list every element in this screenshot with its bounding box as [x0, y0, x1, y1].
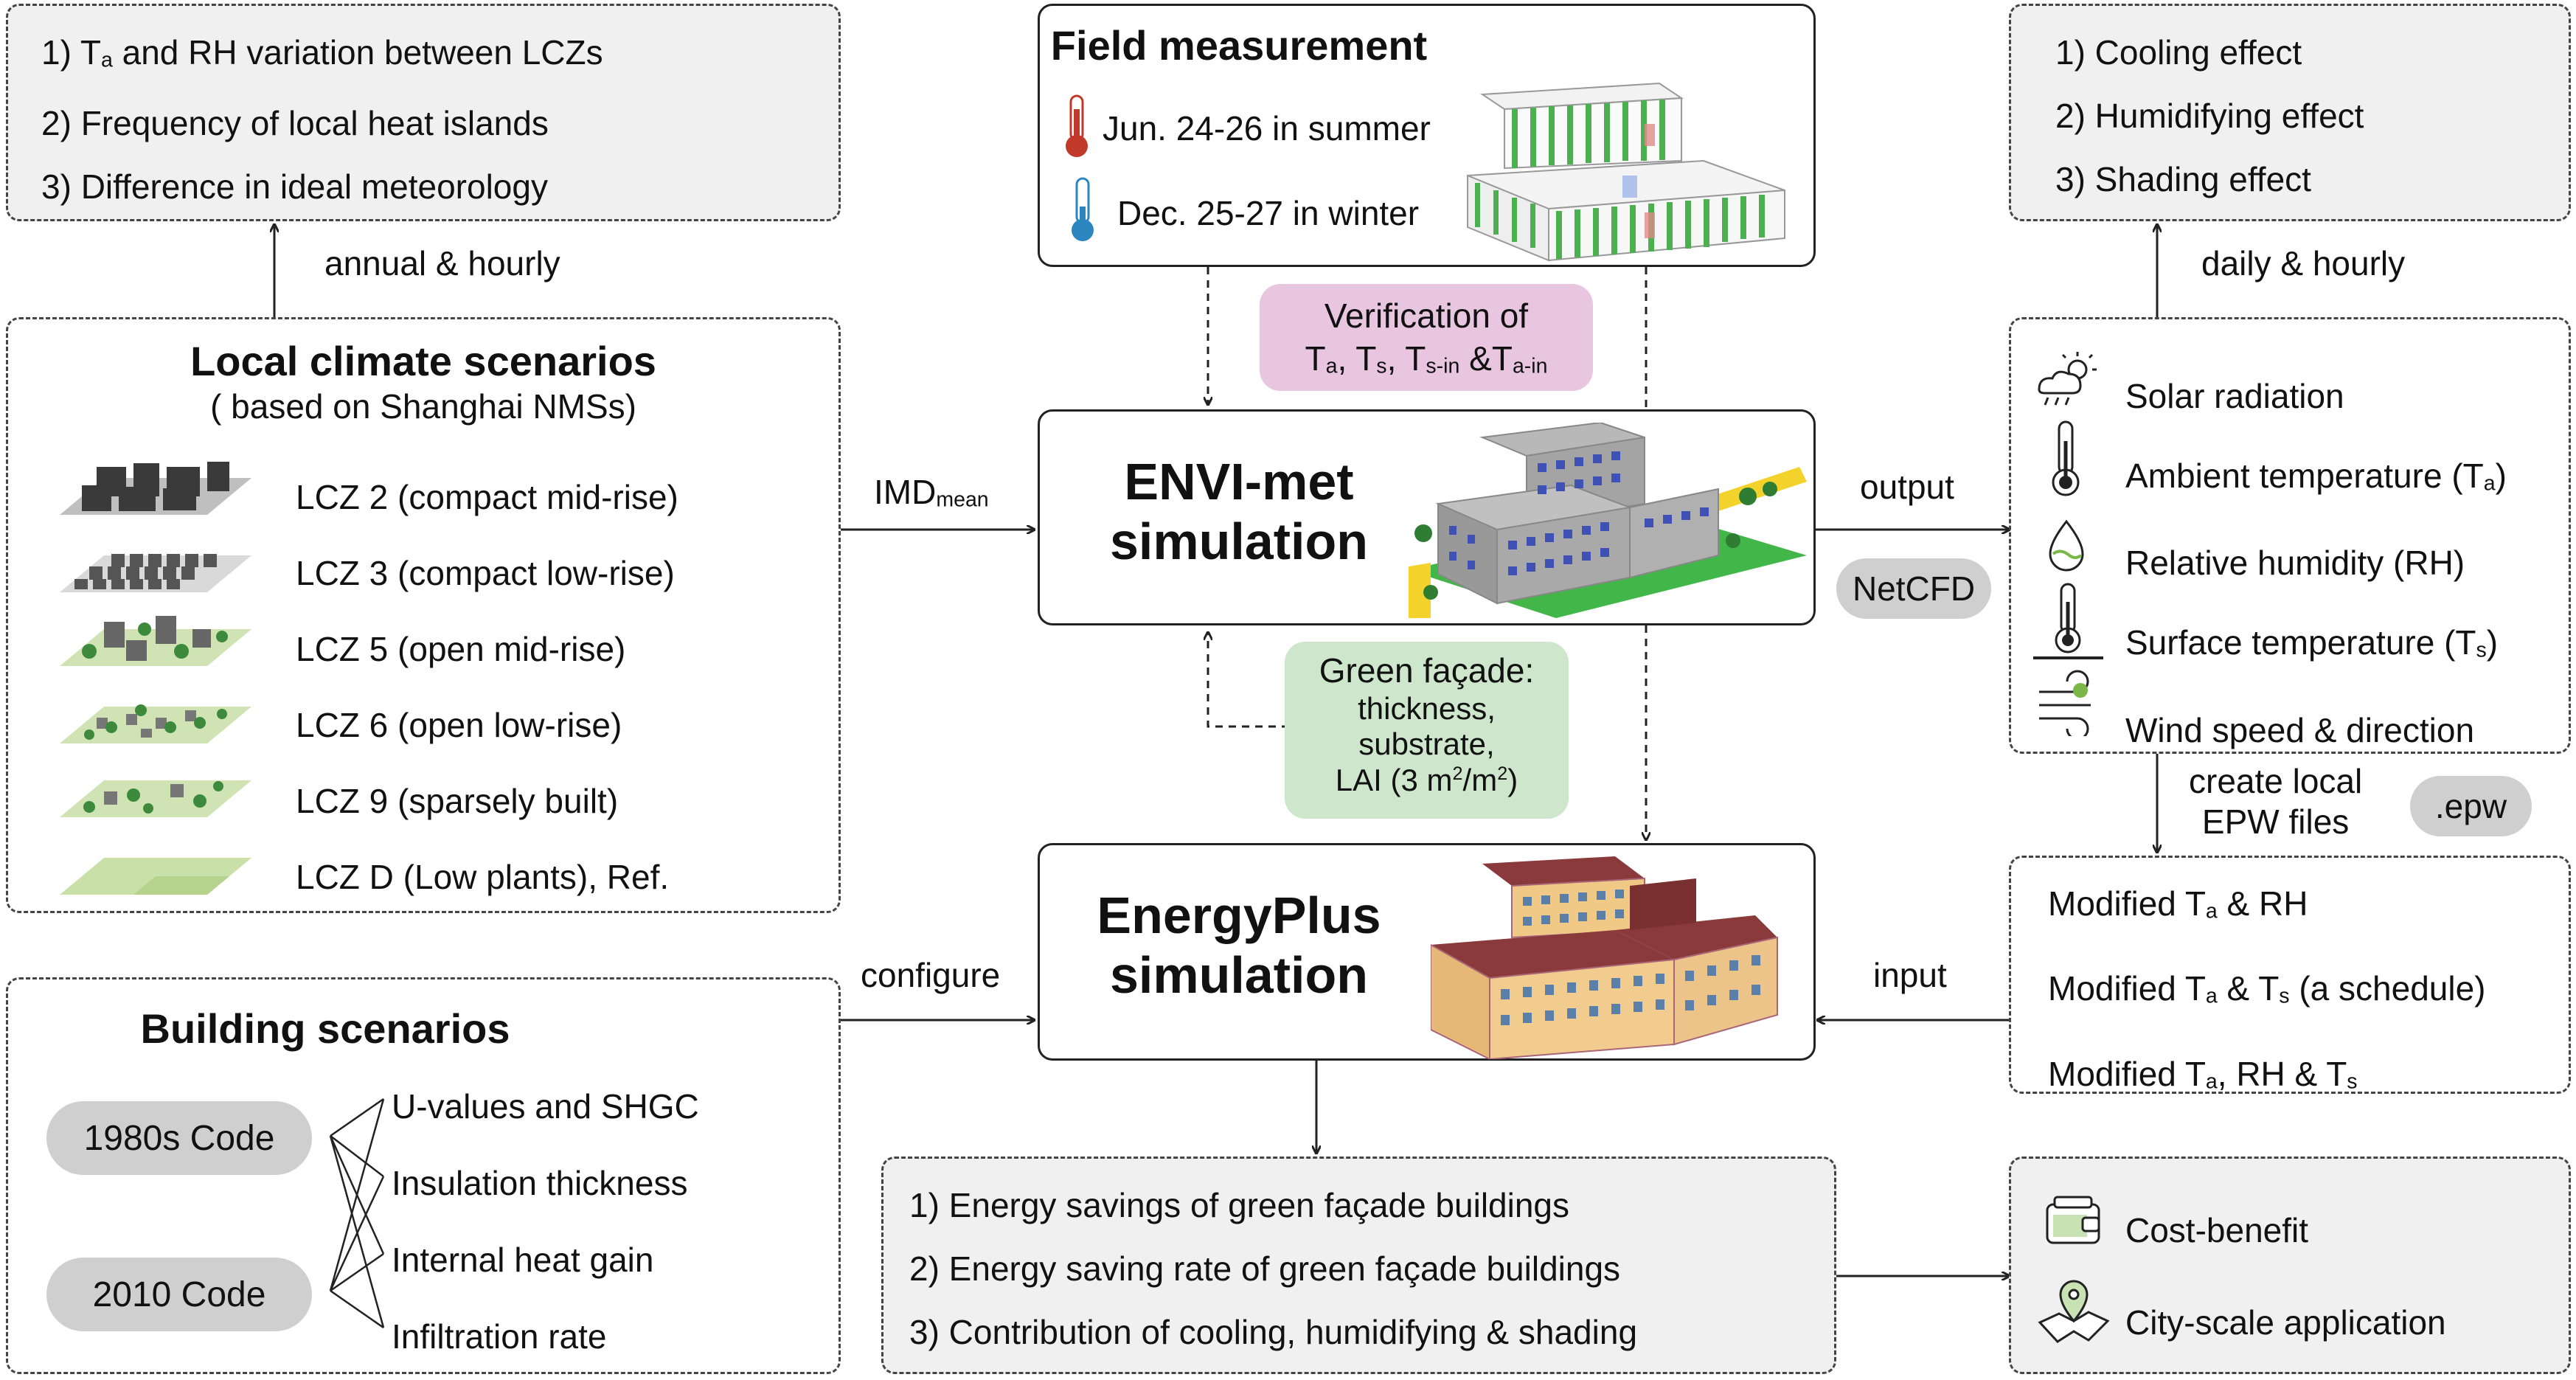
- location-pin-icon: [2038, 1280, 2110, 1343]
- field-summer: Jun. 24-26 in summer: [1103, 109, 1431, 148]
- list-item: 1) Ta and RH variation between LCZs: [41, 33, 603, 72]
- dashed-green-to-envimet: [1208, 633, 1289, 728]
- verification-badge: Verification of Ta, Ts, Ts-in &Ta-in: [1260, 284, 1593, 391]
- list-item: Solar radiation: [2125, 377, 2344, 415]
- list-item: 1) Energy savings of green façade buildi…: [909, 1186, 1570, 1224]
- verification-line2: Ta, Ts, Ts-in &Ta-in: [1305, 339, 1548, 378]
- lcz-5-icon: [60, 616, 251, 666]
- verification-line1: Verification of: [1324, 297, 1529, 335]
- code-1980s-pill: 1980s Code: [46, 1101, 312, 1175]
- list-item: LCZ 3 (compact low-rise): [296, 554, 675, 592]
- field-measurement-box: Field measurement Jun. 24-26 in summer D…: [1038, 4, 1816, 267]
- list-item: City-scale application: [2125, 1303, 2446, 1342]
- envimet-model: [1409, 423, 1807, 618]
- lcz-6-icon: [60, 704, 251, 743]
- green-facade-lai: LAI (3 m2/m2): [1335, 762, 1518, 797]
- energy-savings-list: 1) Energy savings of green façade buildi…: [909, 1173, 1637, 1364]
- green-facade-substrate: substrate,: [1358, 727, 1495, 762]
- label-annual-hourly: annual & hourly: [324, 244, 560, 282]
- modified-list: Modified Ta & RH Modified Ta & Ts (a sch…: [2048, 865, 2485, 1120]
- lcz-d-icon: [60, 858, 251, 895]
- local-climate-subtitle: ( based on Shanghai NMSs): [210, 387, 636, 426]
- list-item: Surface temperature (Ts): [2125, 623, 2499, 662]
- label-epw: create local EPW files: [2189, 762, 2363, 842]
- code-2010-pill: 2010 Code: [46, 1258, 312, 1331]
- list-item: Modified Ta, RH & Ts: [2048, 1054, 2358, 1094]
- application-list: Cost-benefit City-scale application: [2125, 1185, 2446, 1369]
- list-item: 3) Difference in ideal meteorology: [41, 167, 548, 207]
- ambient-temperature-icon: [2052, 420, 2080, 496]
- lcz-2-icon: [60, 462, 251, 515]
- application-box: Cost-benefit City-scale application: [2009, 1157, 2571, 1374]
- list-item: LCZ 2 (compact mid-rise): [296, 478, 678, 516]
- building-title: Building scenarios: [140, 1005, 510, 1052]
- wallet-icon: [2046, 1196, 2100, 1244]
- envimet-box: ENVI-met simulation: [1038, 409, 1816, 625]
- label-imd: IMDmean: [874, 473, 989, 512]
- green-facade-thickness: thickness,: [1358, 691, 1496, 727]
- energyplus-title: EnergyPlus simulation: [1097, 887, 1381, 1004]
- list-item: 2) Frequency of local heat islands: [41, 104, 549, 143]
- local-climate-box: Local climate scenarios ( based on Shang…: [6, 317, 841, 913]
- lcz-3-icon: [60, 554, 251, 592]
- label-output: output: [1860, 468, 1954, 506]
- list-item: Infiltration rate: [392, 1317, 607, 1356]
- green-facade-title: Green façade:: [1319, 651, 1535, 690]
- lcz-outputs-box: 1) Ta and RH variation between LCZs 2) F…: [6, 4, 841, 221]
- effects-list: 1) Cooling effect 2) Humidifying effect …: [2055, 21, 2364, 211]
- list-item: 1) Cooling effect: [2055, 33, 2302, 72]
- list-item: LCZ D (Low plants), Ref.: [296, 858, 670, 896]
- list-item: U-values and SHGC: [392, 1087, 699, 1126]
- lcz-9-icon: [60, 780, 251, 817]
- lcz-list: LCZ 2 (compact mid-rise) LCZ 3 (compact …: [296, 460, 678, 915]
- code-param-links: [329, 1098, 385, 1329]
- list-item: LCZ 5 (open mid-rise): [296, 630, 626, 668]
- list-item: Modified Ta & RH: [2048, 884, 2308, 923]
- thermometer-hot-icon: [1066, 94, 1088, 157]
- list-item: Cost-benefit: [2125, 1211, 2309, 1249]
- modified-inputs-box: Modified Ta & RH Modified Ta & Ts (a sch…: [2009, 856, 2571, 1094]
- label-configure: configure: [861, 956, 1001, 994]
- local-climate-title: Local climate scenarios: [190, 338, 656, 384]
- list-item: LCZ 9 (sparsely built): [296, 782, 619, 820]
- energyplus-model: [1431, 856, 1778, 1059]
- green-facade-badge: Green façade: thickness, substrate, LAI …: [1285, 642, 1569, 819]
- energy-savings-box: 1) Energy savings of green façade buildi…: [881, 1157, 1836, 1374]
- label-input: input: [1873, 956, 1947, 994]
- building-params: U-values and SHGC Insulation thickness I…: [392, 1068, 699, 1375]
- envimet-title: ENVI-met simulation: [1109, 453, 1369, 570]
- list-item: Internal heat gain: [392, 1241, 654, 1279]
- surface-temperature-icon: [2033, 583, 2103, 659]
- field-winter: Dec. 25-27 in winter: [1117, 194, 1420, 232]
- list-item: 3) Contribution of cooling, humidifying …: [909, 1313, 1638, 1351]
- thermometer-cold-icon: [1072, 177, 1094, 241]
- list-item: Ambient temperature (Ta): [2125, 457, 2507, 496]
- list-item: 2) Energy saving rate of green façade bu…: [909, 1249, 1621, 1288]
- relative-humidity-icon: [2049, 519, 2084, 572]
- list-item: Relative humidity (RH): [2125, 544, 2465, 583]
- field-building-model: [1467, 82, 1785, 262]
- list-item: LCZ 6 (open low-rise): [296, 706, 622, 744]
- effects-box: 1) Cooling effect 2) Humidifying effect …: [2009, 4, 2571, 221]
- wind-icon: [2039, 670, 2091, 736]
- building-scenarios-box: Building scenarios 1980s Code 2010 Code …: [6, 977, 841, 1374]
- meteorology-list: Solar radiation Ambient temperature (Ta)…: [2125, 356, 2507, 770]
- solar-radiation-icon: [2038, 352, 2097, 406]
- list-item: 3) Shading effect: [2055, 160, 2311, 198]
- lcz-outputs-list: 1) Ta and RH variation between LCZs 2) F…: [41, 21, 603, 218]
- list-item: Insulation thickness: [392, 1164, 688, 1202]
- list-item: 2) Humidifying effect: [2055, 97, 2364, 135]
- label-daily-hourly: daily & hourly: [2201, 244, 2406, 282]
- epw-pill: .epw: [2410, 776, 2532, 836]
- list-item: Modified Ta & Ts (a schedule): [2048, 969, 2486, 1008]
- meteorology-box: Solar radiation Ambient temperature (Ta)…: [2009, 317, 2571, 754]
- field-title: Field measurement: [1050, 22, 1428, 69]
- list-item: Wind speed & direction: [2125, 710, 2475, 749]
- energyplus-box: EnergyPlus simulation: [1038, 843, 1816, 1061]
- netcfd-pill: NetCFD: [1836, 558, 1991, 619]
